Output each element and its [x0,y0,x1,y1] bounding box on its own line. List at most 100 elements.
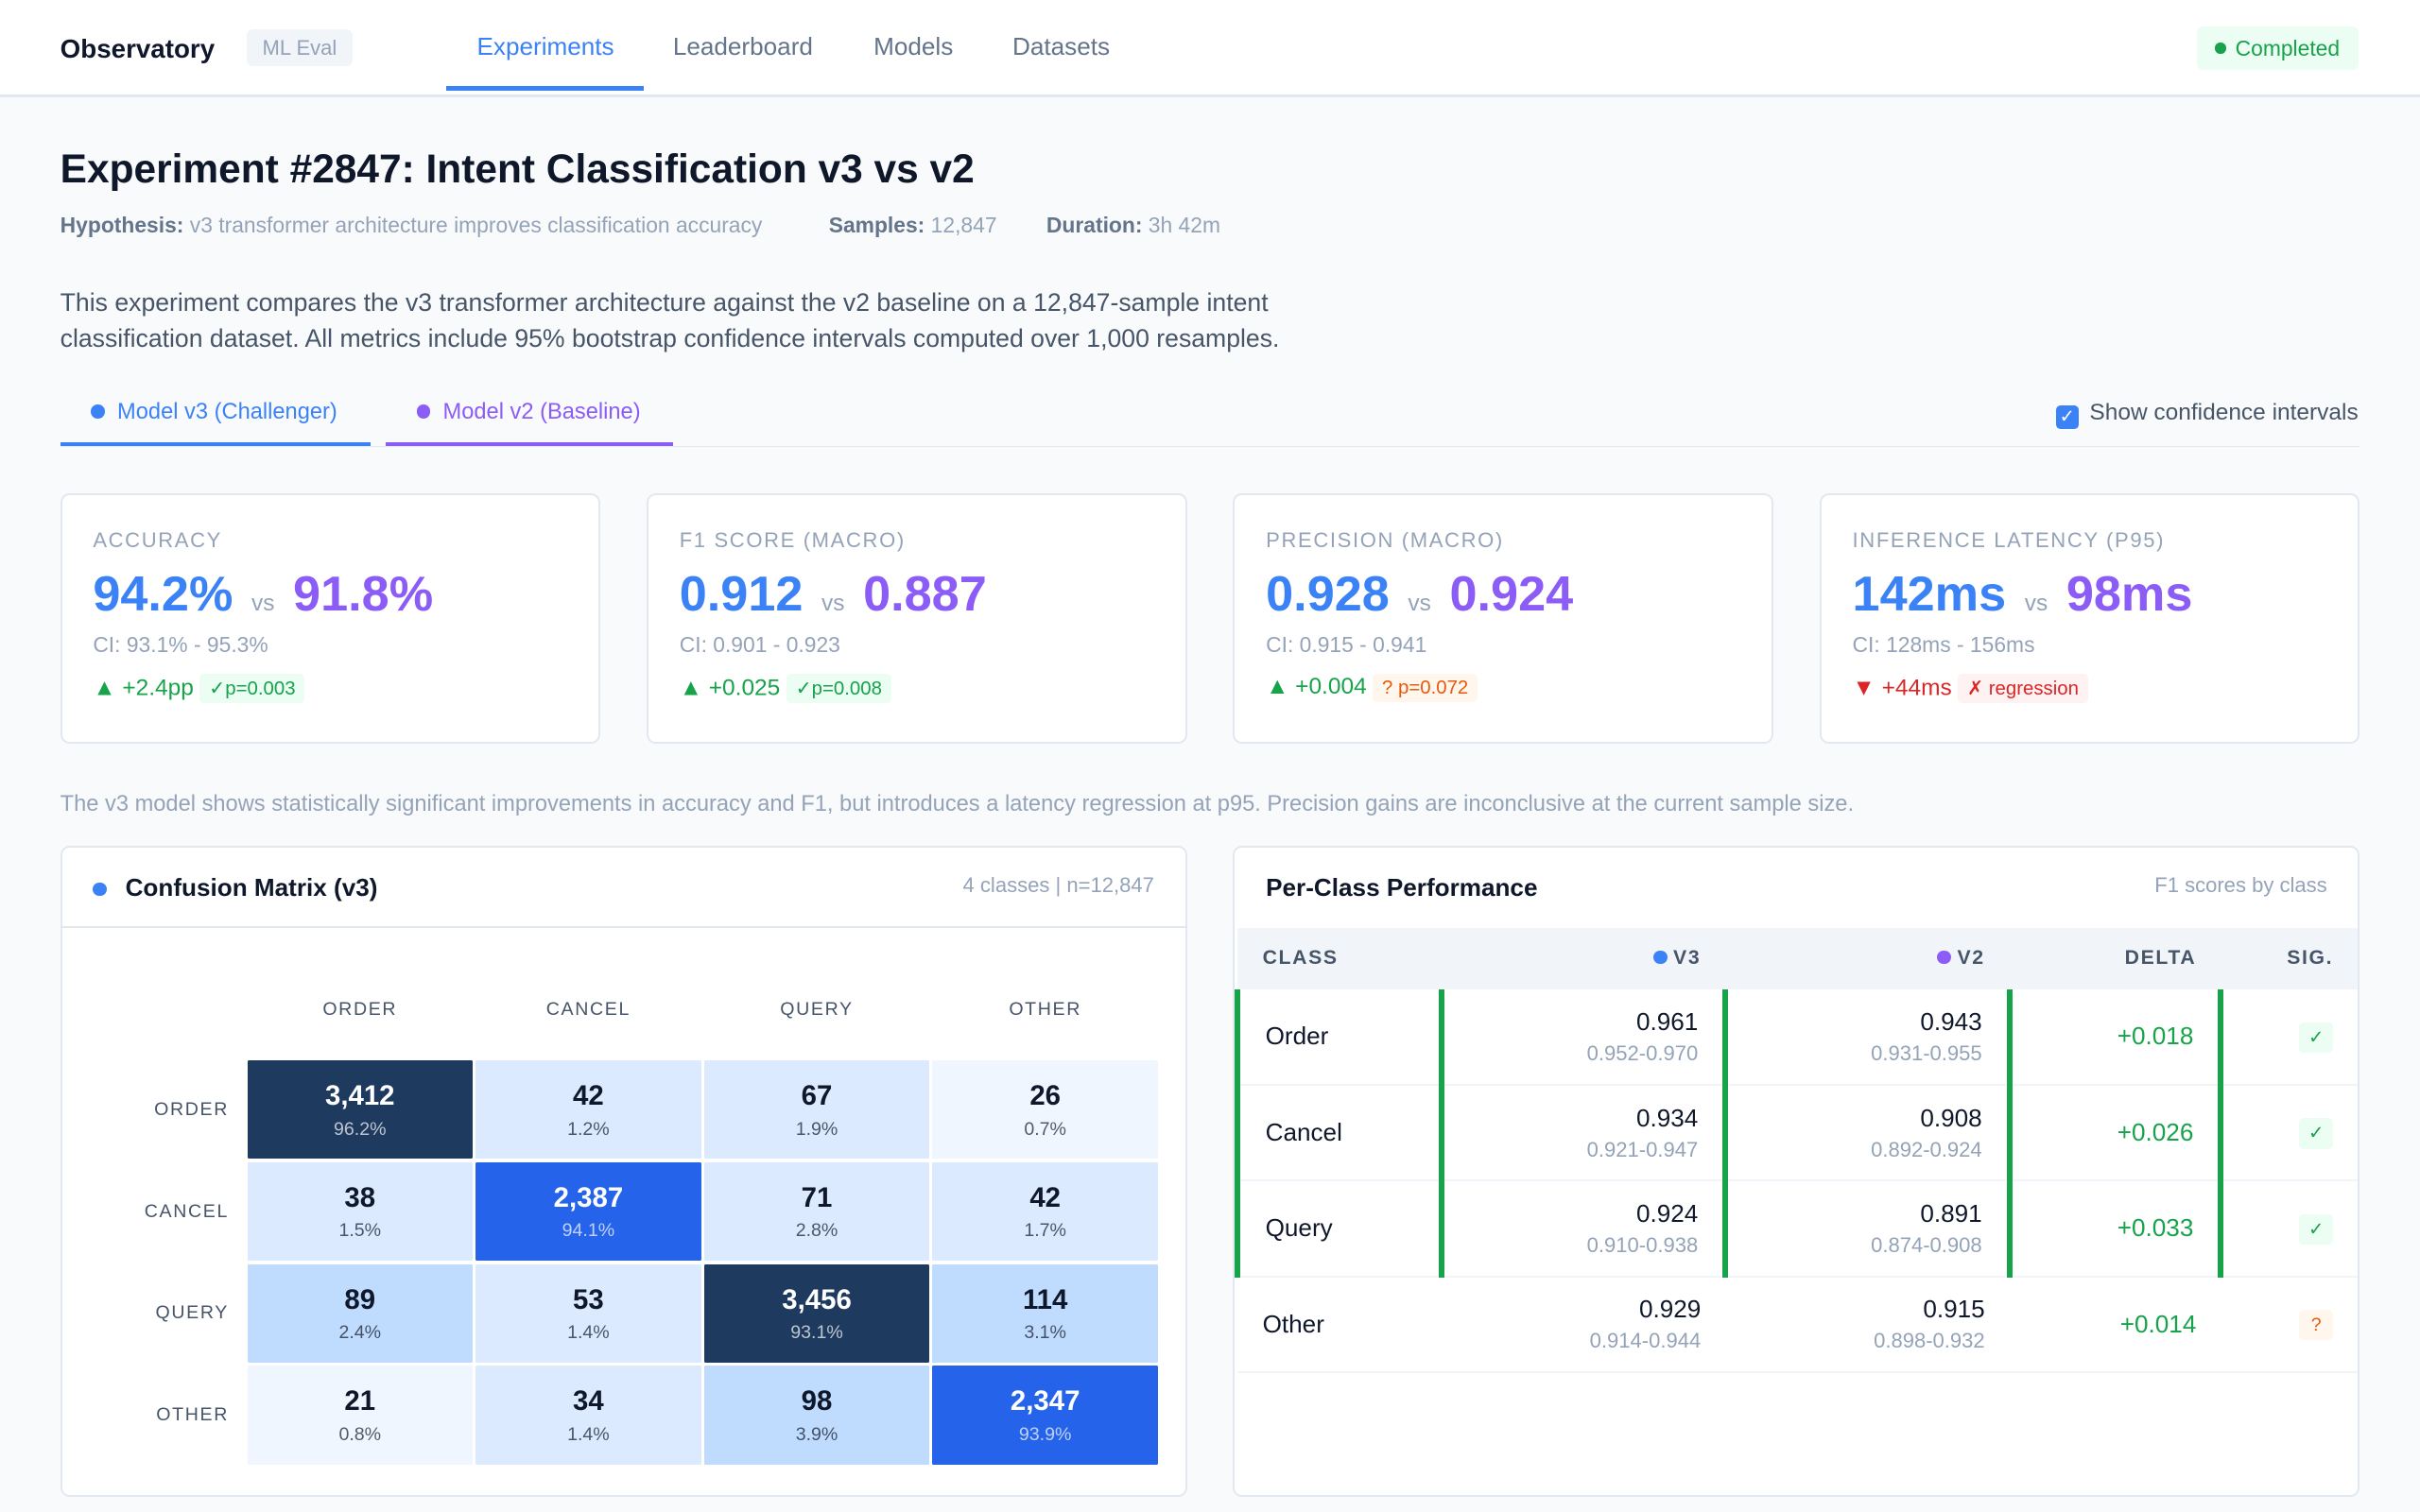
confusion-subtitle: 4 classes | n=12,847 [962,873,1154,898]
matrix-cell: 71 2.8% [703,1161,930,1262]
table-row: Cancel 0.934 0.921-0.947 0.908 0.892-0.924… [1235,1085,2359,1182]
nav-models[interactable]: Models [873,32,954,61]
metric-values: 142ms vs 98ms [1853,566,2327,623]
status-badge: Completed [2196,26,2359,71]
cell-count: 26 [1029,1080,1061,1112]
matrix-col-header: QUERY [780,998,854,1020]
status-text: Completed [2235,35,2341,60]
delta-value: +2.4pp [122,674,194,700]
v2-f1: 0.943 [1920,1007,1982,1037]
matrix-cell: 42 1.2% [475,1059,701,1160]
sig-cell: ✓ [2218,1085,2359,1182]
nav-datasets[interactable]: Datasets [1012,32,1111,61]
delta: +0.018 [2006,988,2221,1087]
matrix-cell: 98 3.9% [703,1366,930,1465]
metric-delta: ▲ +2.4pp ✓p=0.003 [93,673,567,703]
v3-score: 0.924 0.910-0.938 [1438,1180,1726,1278]
col-v2: V2 [1725,927,2010,989]
matrix-cell: 67 1.9% [703,1059,930,1160]
cell-percent: 0.8% [338,1423,382,1445]
col-class: CLASS [1237,927,1442,989]
duration-value: 3h 42m [1148,213,1220,238]
metric-delta: ▲ +0.025 ✓p=0.008 [680,673,1154,703]
cell-count: 98 [801,1385,833,1418]
metric-card: PRECISION (MACRO) 0.928 vs 0.924 CI: 0.915… [1233,493,1773,744]
matrix-cell: 2,387 94.1% [475,1161,701,1262]
v3-score: 0.929 0.914-0.944 [1441,1276,1726,1373]
logo: Observatory [60,33,216,63]
metric-values: 94.2% vs 91.8% [93,566,567,623]
cell-percent: 1.9% [795,1118,838,1140]
class-name: Cancel [1235,1085,1442,1182]
cell-count: 114 [1022,1283,1068,1315]
per-class-panel: Per-Class Performance F1 scores by class… [1233,845,2360,1497]
metric-values: 0.928 vs 0.924 [1266,566,1740,623]
v3-value: 0.912 [679,567,804,623]
class-name: Query [1235,1180,1442,1278]
cell-percent: 94.1% [562,1220,615,1242]
delta: +0.033 [2006,1180,2221,1278]
nav-experiments[interactable]: Experiments [476,32,614,61]
per-class-subtitle: F1 scores by class [2154,873,2327,898]
table-row: Other 0.929 0.914-0.944 0.915 0.898-0.932 … [1237,1276,2359,1373]
cell-percent: 1.5% [338,1220,382,1242]
v3-value: 142ms [1852,567,2007,623]
v2-ci: 0.931-0.955 [1871,1040,1982,1065]
v3-ci: 0.952-0.970 [1586,1040,1699,1065]
active-nav-indicator [445,86,644,92]
metric-card: F1 SCORE (MACRO) 0.912 vs 0.887 CI: 0.901 … [647,493,1187,744]
cell-count: 21 [344,1385,376,1418]
v2-score: 0.908 0.892-0.924 [1722,1085,2010,1182]
checkbox-checked-icon[interactable]: ✓ [2055,405,2079,429]
matrix-row-header: CANCEL [144,1200,229,1222]
hypothesis: Hypothesis: v3 transformer architecture … [60,213,763,238]
matrix-cell: 2,347 93.9% [932,1366,1158,1465]
v2-f1: 0.908 [1920,1103,1982,1132]
summary-text: The v3 model shows statistically signifi… [60,791,1855,816]
table-row: Order 0.961 0.952-0.970 0.943 0.931-0.955 … [1235,988,2359,1087]
vs-label: vs [2024,591,2048,617]
sig-cell: ✓ [2218,1180,2359,1278]
matrix-col-header: ORDER [322,998,398,1020]
triangle-down-icon: ▼ [1852,674,1876,700]
class-name: Order [1235,988,1442,1087]
confusion-title: Confusion Matrix (v3) [125,873,378,902]
check-icon: ✓ [2299,1022,2334,1054]
matrix-cell: 3,412 96.2% [247,1059,473,1160]
panel-header: Confusion Matrix (v3) 4 classes | n=12,8… [61,848,1185,928]
significance-badge: ✓p=0.008 [786,673,891,703]
v3-f1: 0.929 [1638,1295,1702,1324]
vs-label: vs [821,591,845,617]
show-ci-toggle[interactable]: ✓ Show confidence intervals [2055,400,2359,429]
v3-value: 94.2% [93,567,233,623]
tab-model-v2[interactable]: Model v2 (Baseline) [386,400,673,446]
confusion-matrix-panel: Confusion Matrix (v3) 4 classes | n=12,8… [60,845,1187,1497]
cell-count: 2,347 [1010,1385,1080,1418]
matrix-cell: 89 2.4% [247,1263,473,1363]
matrix-row-header: QUERY [155,1302,229,1324]
per-class-table: CLASS V3 V2 DELTA SIG. Order 0.961 0.952-… [1235,927,2359,1373]
panel-title: Confusion Matrix (v3) [93,873,378,902]
metric-delta: ▲ +0.004? p=0.072 [1266,674,1740,702]
delta: +0.026 [2006,1085,2221,1182]
v2-f1: 0.915 [1923,1295,1985,1324]
col-v3-label: V3 [1673,947,1702,970]
v3-dot-icon [91,404,105,419]
v3-value: 0.928 [1266,567,1390,623]
hypothesis-label: Hypothesis: [60,213,184,238]
metric-label: ACCURACY [93,527,223,552]
tab-label: Model v2 (Baseline) [442,399,641,424]
tab-model-v3[interactable]: Model v3 (Challenger) [60,400,371,446]
nav-leaderboard[interactable]: Leaderboard [672,32,813,61]
v3-ci: 0.910-0.938 [1586,1232,1699,1257]
sig-cell: ? [2221,1276,2359,1373]
table-row: Query 0.924 0.910-0.938 0.891 0.874-0.908 … [1235,1180,2359,1278]
metric-label: F1 SCORE (MACRO) [679,527,906,552]
cell-count: 42 [1029,1181,1061,1213]
matrix-cell: 3,456 93.1% [703,1263,930,1363]
metric-label: PRECISION (MACRO) [1266,527,1504,552]
samples-label: Samples: [828,213,925,238]
v2-score: 0.891 0.874-0.908 [1722,1180,2010,1278]
v2-f1: 0.891 [1920,1198,1982,1228]
v2-ci: 0.898-0.932 [1874,1329,1985,1353]
